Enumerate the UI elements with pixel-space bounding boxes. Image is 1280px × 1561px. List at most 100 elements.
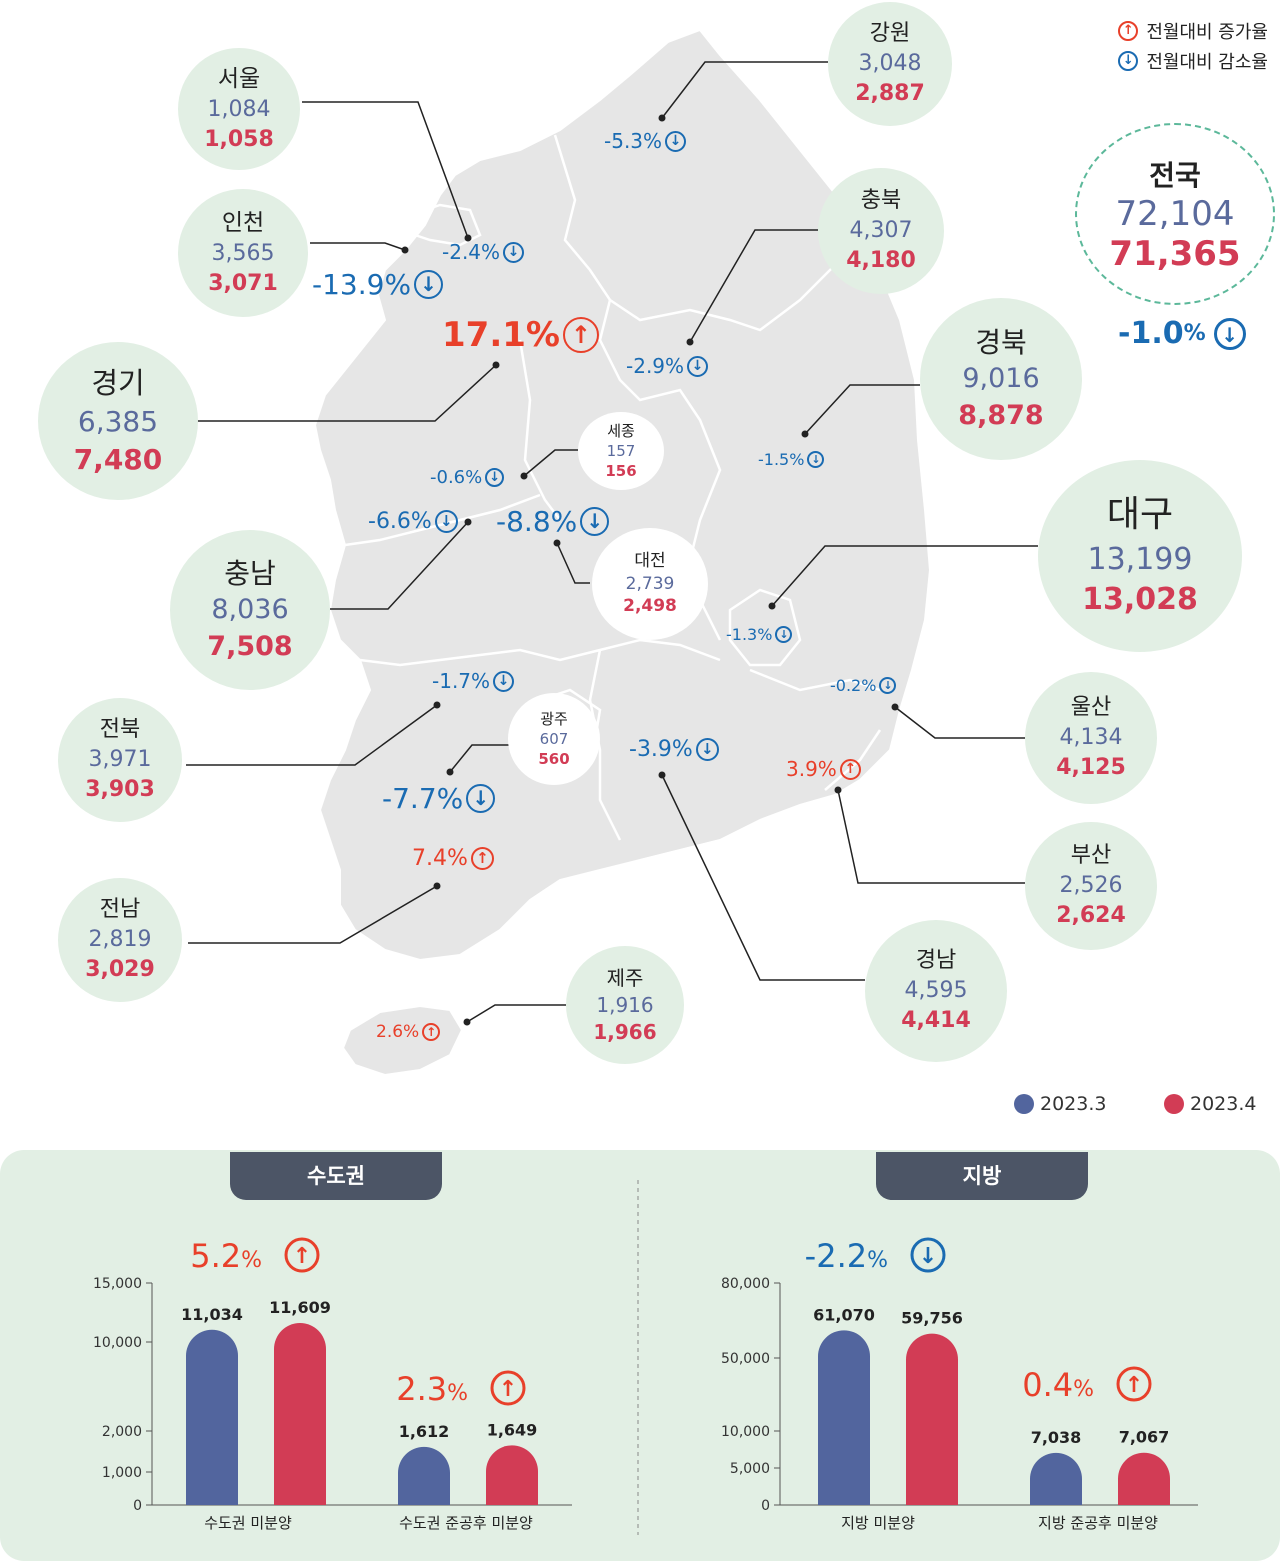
region-value-apr: 560 (538, 750, 570, 769)
y-tick-label: 5,000 (730, 1461, 770, 1477)
region-value-mar: 3,048 (858, 51, 922, 77)
legend-decrease: ↓ 전월대비 감소율 (1118, 46, 1268, 76)
arrow-down-circle-icon: ↓ (493, 670, 515, 692)
bar-2023-3 (818, 1330, 870, 1505)
region-bubble-busan: 부산 2,526 2,624 (1025, 822, 1157, 950)
region-bubble-gyeonggi: 경기 6,385 7,480 (38, 342, 198, 500)
arrow-down-circle-icon: ↓ (503, 241, 525, 263)
region-change-incheon: -13.9% ↓ (312, 268, 444, 301)
region-change-ulsan: -0.2% ↓ (830, 676, 897, 695)
change-value: -8.8% (496, 505, 578, 538)
region-change-busan: 3.9% ↑ (786, 757, 861, 781)
region-change-sejong: -0.6% ↓ (430, 467, 505, 488)
arrow-down-circle-icon (910, 1237, 946, 1273)
y-tick-label: 10,000 (721, 1424, 770, 1440)
region-value-apr: 4,414 (901, 1007, 971, 1033)
region-change-gangwon: -5.3% ↓ (604, 129, 687, 153)
region-name: 강원 (869, 21, 911, 47)
series-legend-b: 2023.4 (1164, 1093, 1256, 1115)
change-legend: ↑ 전월대비 증가율 ↓ 전월대비 감소율 (1118, 16, 1268, 76)
region-change-seoul: -2.4% ↓ (442, 240, 525, 264)
region-name: 경기 (91, 365, 145, 400)
arrow-down-circle-icon: ↓ (695, 738, 719, 761)
region-bubble-chungbuk: 충북 4,307 4,180 (818, 168, 944, 294)
y-tick-label: 0 (133, 1498, 142, 1514)
x-category-label: 지방 준공후 미분양 (1038, 1514, 1158, 1532)
series-b-label: 2023.4 (1190, 1093, 1257, 1115)
region-name: 인천 (221, 209, 265, 236)
region-name: 경남 (915, 948, 957, 974)
change-value: 5.2% (190, 1237, 262, 1275)
region-value-mar: 3,971 (88, 747, 152, 773)
region-bubble-gyeongbuk: 경북 9,016 8,878 (920, 298, 1082, 460)
y-tick-label: 15,000 (93, 1276, 142, 1292)
arrow-down-circle-icon: ↓ (1213, 317, 1246, 350)
region-value-mar: 8,036 (211, 594, 289, 626)
region-change-daegu: -1.3% ↓ (726, 625, 793, 644)
change-value: -1.7% (432, 669, 491, 693)
region-value-apr: 3,903 (85, 776, 155, 802)
y-tick-label: 10,000 (93, 1335, 142, 1351)
region-change-jeju: 2.6% ↑ (376, 1022, 441, 1042)
region-value-mar: 9,016 (962, 363, 1040, 395)
capital-area-tab: 수도권 (230, 1152, 442, 1200)
region-value-mar: 1,916 (596, 992, 654, 1017)
region-change-chungbuk: -2.9% ↓ (626, 354, 709, 378)
region-bubble-daejeon: 대전 2,739 2,498 (592, 528, 708, 640)
region-change-chungnam: -6.6% ↓ (368, 509, 458, 534)
bar-value-label: 7,067 (1119, 1428, 1170, 1447)
region-bubble-chungnam: 충남 8,036 7,508 (170, 530, 330, 690)
region-bubble-gangwon: 강원 3,048 2,887 (828, 2, 952, 126)
region-value-mar: 607 (539, 729, 569, 748)
bar-value-label: 7,038 (1031, 1428, 1082, 1447)
arrow-down-circle-icon: ↓ (580, 507, 610, 536)
region-name: 제주 (606, 965, 644, 990)
arrow-up-circle-icon: ↑ (470, 847, 494, 870)
bar-value-label: 11,609 (269, 1298, 331, 1317)
arrow-down-circle-icon: ↓ (775, 626, 793, 643)
arrow-down-circle-icon: ↓ (1118, 51, 1139, 71)
change-value: -1.3% (726, 625, 773, 644)
bar-value-label: 61,070 (813, 1305, 875, 1324)
region-name: 서울 (217, 65, 261, 92)
bar-2023-4 (1118, 1452, 1170, 1505)
change-value: 0.4% (1022, 1366, 1094, 1404)
region-value-mar: 2,739 (625, 573, 675, 594)
bar-2023-3 (1030, 1452, 1082, 1505)
region-value-apr: 2,887 (855, 80, 925, 106)
change-value: -2.9% (626, 354, 685, 378)
region-value-apr: 156 (605, 462, 637, 481)
arrow-down-circle-icon: ↓ (665, 130, 687, 152)
arrow-glyph: ↑ (293, 1244, 311, 1269)
bar-2023-4 (486, 1445, 538, 1505)
arrow-up-circle-icon: ↑ (562, 317, 599, 353)
change-value: 3.9% (786, 757, 837, 781)
region-name: 충남 (224, 556, 276, 590)
region-change-gyeongbuk: -1.5% ↓ (758, 450, 825, 469)
change-value: -6.6% (368, 509, 432, 534)
change-value: -3.9% (629, 737, 693, 762)
region-change-gwangju: -7.7% ↓ (382, 782, 496, 815)
region-value-apr: 13,028 (1082, 582, 1198, 618)
arrow-up-circle-icon (1116, 1366, 1152, 1402)
bar-value-label: 59,756 (901, 1309, 963, 1328)
series-a-label: 2023.3 (1040, 1093, 1107, 1115)
region-name: 세종 (607, 421, 635, 440)
region-value-apr: 7,480 (73, 442, 163, 476)
x-category-label: 수도권 준공후 미분양 (399, 1514, 533, 1532)
bar-2023-3 (186, 1329, 239, 1505)
arrow-down-circle-icon: ↓ (466, 784, 496, 813)
national-total: 전국 72,104 71,365 (1075, 123, 1275, 305)
bar-value-label: 1,649 (487, 1420, 538, 1439)
arrow-glyph: ↑ (1125, 1373, 1143, 1398)
bar-2023-4 (906, 1333, 958, 1505)
region-change-gyeongnam: -3.9% ↓ (629, 737, 719, 762)
provincial-tab: 지방 (876, 1152, 1088, 1200)
y-tick-label: 2,000 (102, 1424, 142, 1440)
region-value-mar: 4,307 (849, 218, 913, 244)
legend-increase-label: 전월대비 증가율 (1146, 22, 1268, 43)
leader-lines (186, 61, 1038, 1023)
arrow-down-circle-icon: ↓ (434, 510, 458, 533)
region-name: 부산 (1070, 843, 1112, 869)
